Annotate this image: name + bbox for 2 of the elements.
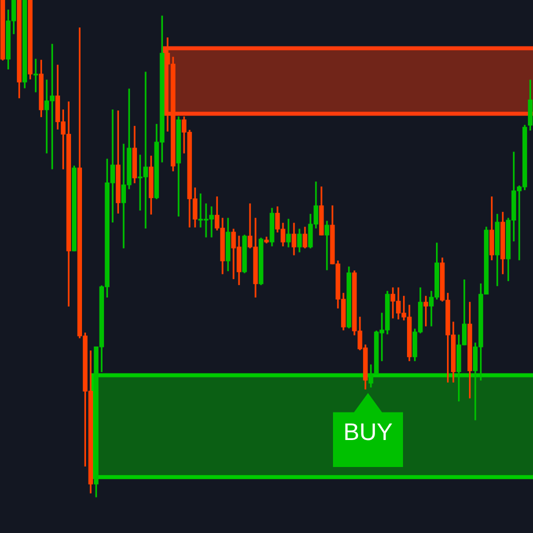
annotation: BUY bbox=[342, 419, 394, 448]
candlestick bbox=[324, 220, 330, 270]
